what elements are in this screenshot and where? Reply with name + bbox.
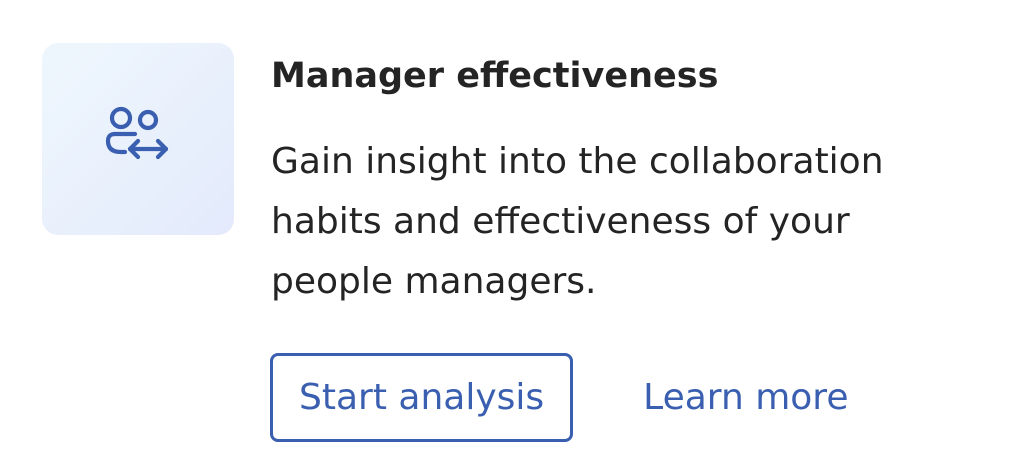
people-swap-icon bbox=[105, 106, 169, 160]
start-analysis-button[interactable]: Start analysis bbox=[270, 353, 574, 442]
card-actions: Start analysis Learn more bbox=[270, 353, 848, 442]
card-content: Manager effectiveness Gain insight into … bbox=[271, 50, 971, 312]
icon-tile bbox=[42, 43, 234, 235]
card-title: Manager effectiveness bbox=[271, 56, 719, 96]
learn-more-link[interactable]: Learn more bbox=[643, 377, 849, 418]
card-description: Gain insight into the collaboration habi… bbox=[271, 141, 884, 302]
